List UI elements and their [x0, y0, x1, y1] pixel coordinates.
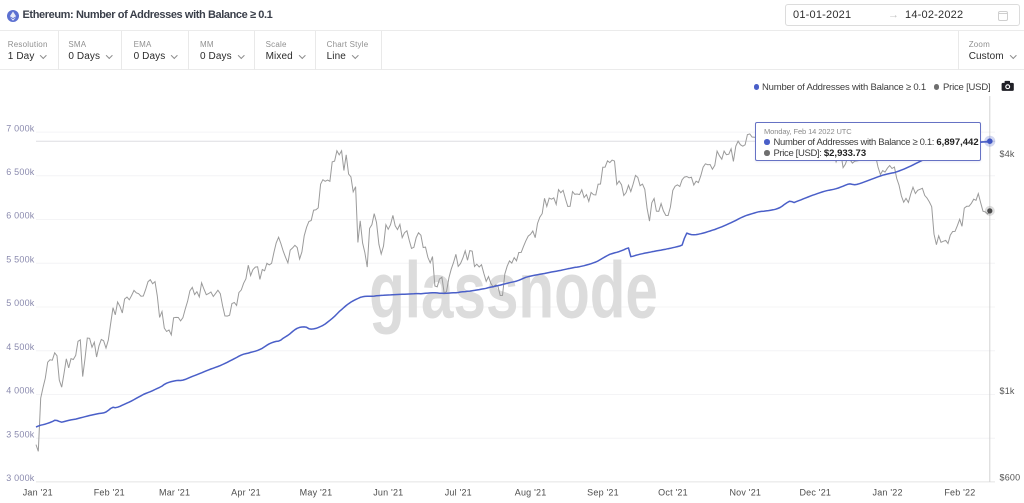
svg-text:Mar '21: Mar '21: [159, 488, 190, 498]
svg-text:Feb '21: Feb '21: [94, 488, 125, 498]
svg-text:Jan '22: Jan '22: [873, 488, 903, 498]
svg-text:5 500k: 5 500k: [6, 255, 35, 265]
svg-text:6 500k: 6 500k: [6, 167, 35, 177]
svg-text:$1k: $1k: [1000, 386, 1015, 396]
svg-text:$4k: $4k: [1000, 149, 1015, 159]
svg-text:3 000k: 3 000k: [6, 473, 35, 483]
svg-text:Jul '21: Jul '21: [445, 488, 472, 498]
svg-text:Feb '22: Feb '22: [944, 488, 975, 498]
svg-text:Dec '21: Dec '21: [799, 488, 831, 498]
svg-text:3 500k: 3 500k: [6, 429, 35, 439]
svg-text:Sep '21: Sep '21: [587, 488, 619, 498]
svg-text:4 500k: 4 500k: [6, 342, 35, 352]
svg-text:$600: $600: [1000, 473, 1021, 483]
svg-text:4 000k: 4 000k: [6, 386, 35, 396]
svg-text:May '21: May '21: [300, 488, 333, 498]
svg-text:7 000k: 7 000k: [6, 123, 35, 133]
svg-text:6 000k: 6 000k: [6, 211, 35, 221]
svg-text:Jan '21: Jan '21: [23, 488, 53, 498]
svg-text:Aug '21: Aug '21: [515, 488, 547, 498]
svg-text:Apr '21: Apr '21: [231, 488, 261, 498]
svg-text:Nov '21: Nov '21: [729, 488, 761, 498]
svg-text:Jun '21: Jun '21: [373, 488, 403, 498]
svg-text:Oct '21: Oct '21: [658, 488, 688, 498]
svg-text:5 000k: 5 000k: [6, 298, 35, 308]
